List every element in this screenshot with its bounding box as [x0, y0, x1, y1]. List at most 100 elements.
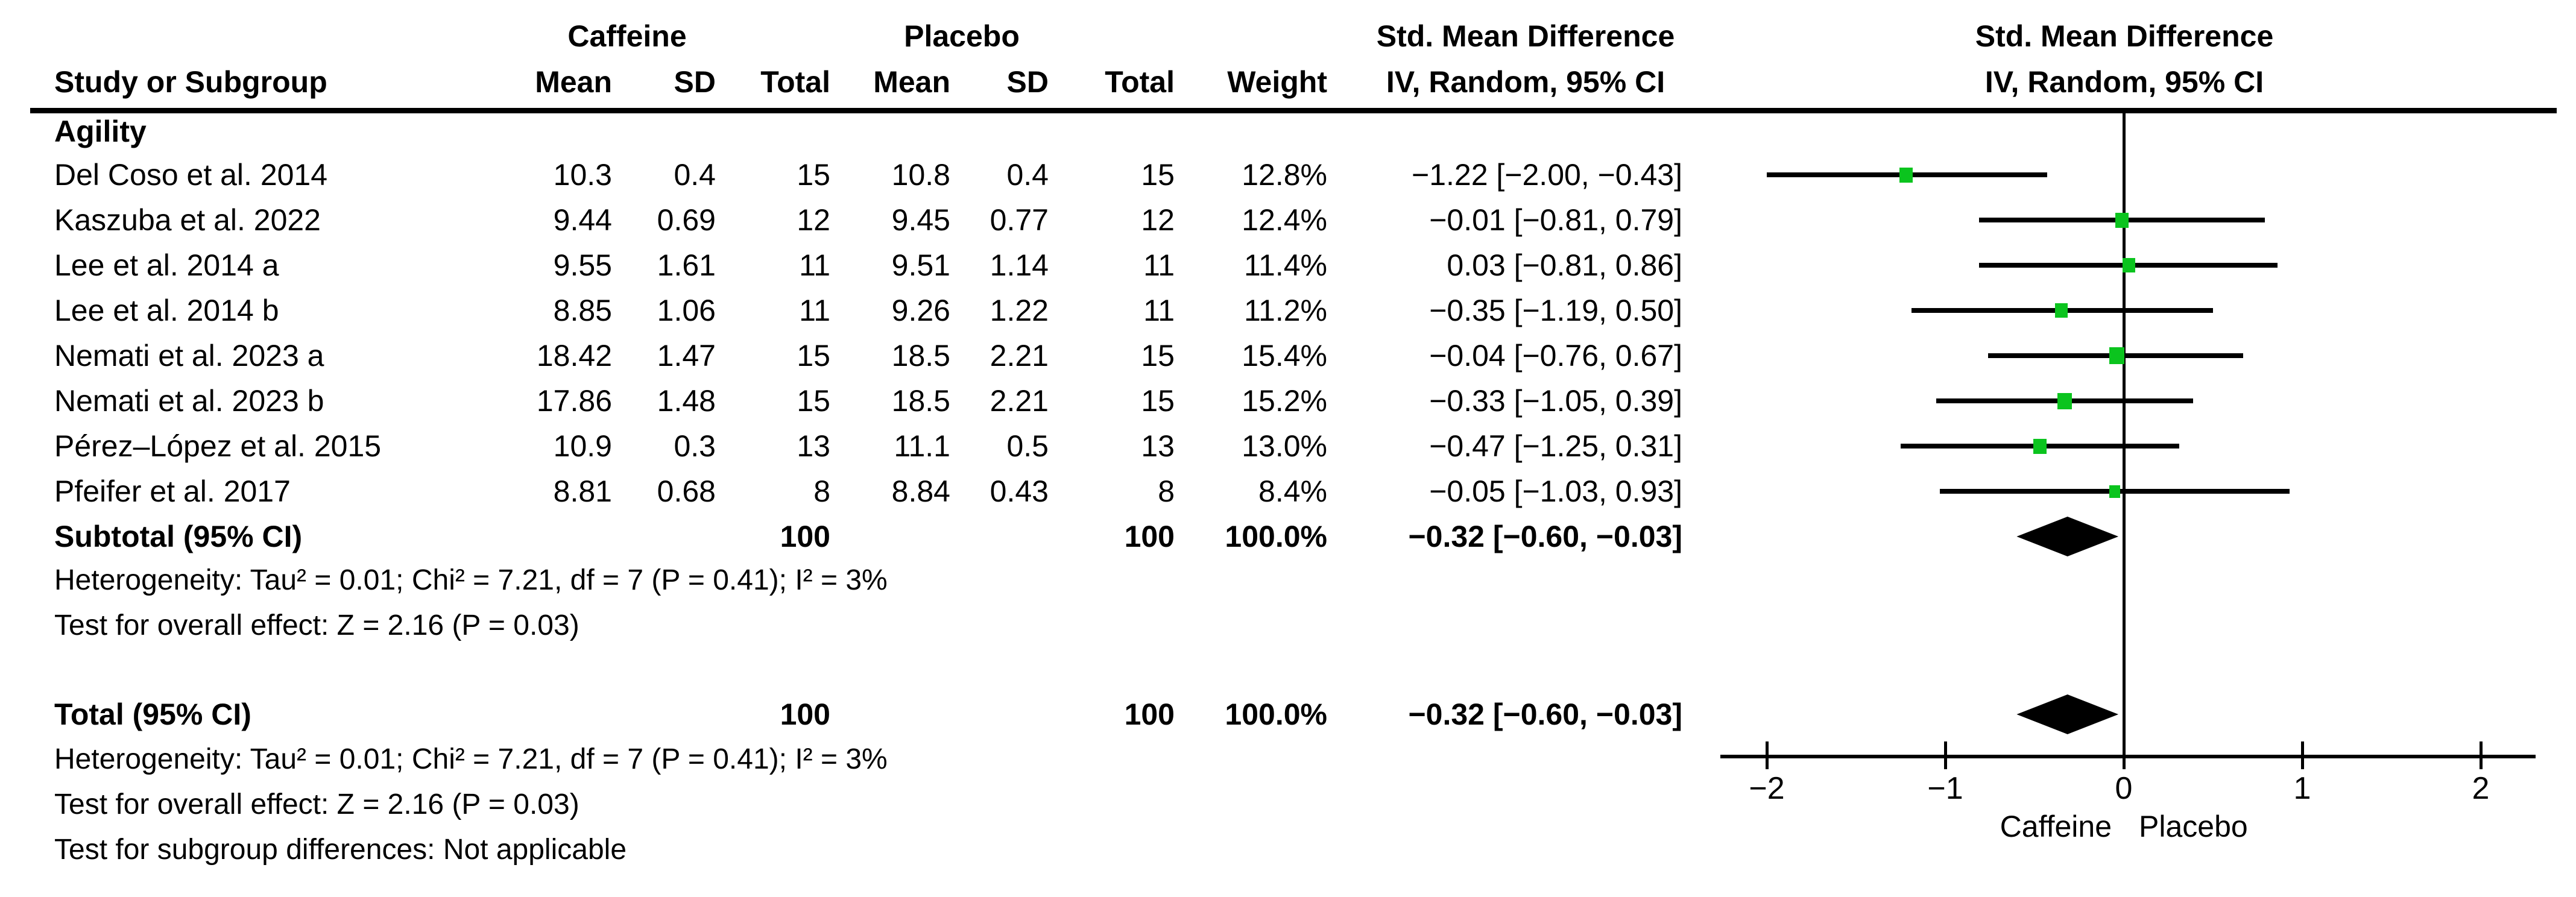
- axis-tick: [2123, 741, 2126, 769]
- method-column-header: IV, Random, 95% CI: [1386, 65, 1665, 99]
- smd-ci-text: −1.22 [−2.00, −0.43]: [1412, 158, 1682, 192]
- caffeine-mean-value: 10.3: [553, 158, 612, 192]
- pooled-diamond: [2016, 517, 2119, 556]
- placebo-total-value: 13: [1141, 429, 1175, 463]
- total-caffeine-total: 100: [780, 697, 830, 731]
- effect-square: [2109, 485, 2121, 498]
- effect-square: [2109, 347, 2124, 364]
- weight-value: 11.4%: [1243, 248, 1327, 282]
- placebo-mean-value: 8.84: [891, 474, 950, 508]
- caffeine-mean-value: 9.44: [553, 203, 612, 237]
- placebo-mean-value: 10.8: [891, 158, 950, 192]
- caffeine-sd-value: 0.4: [674, 158, 716, 192]
- effect-square: [2123, 258, 2136, 272]
- caffeine-total-value: 11: [799, 294, 830, 327]
- placebo-mean-value: 18.5: [891, 339, 950, 373]
- subtotal-ci-text: −0.32 [−0.60, −0.03]: [1408, 520, 1682, 553]
- caffeine-sd-value: 1.61: [657, 248, 716, 282]
- placebo-total-value: 8: [1158, 474, 1175, 508]
- method-plot-header: IV, Random, 95% CI: [1984, 65, 2264, 99]
- effect-square: [2057, 392, 2072, 409]
- axis-favours-left-label: Caffeine: [2000, 810, 2112, 843]
- caffeine-mean-column-header: Mean: [535, 65, 612, 99]
- caffeine-total-value: 8: [813, 474, 830, 508]
- caffeine-sd-value: 0.68: [657, 474, 716, 508]
- axis-tick: [2301, 741, 2304, 769]
- subtotal-placebo-total: 100: [1124, 520, 1175, 553]
- caffeine-total-value: 13: [797, 429, 830, 463]
- caffeine-sd-value: 1.06: [657, 294, 716, 327]
- placebo-mean-value: 18.5: [891, 384, 950, 418]
- effect-square: [2115, 212, 2129, 228]
- study-label: Pfeifer et al. 2017: [54, 474, 291, 508]
- caffeine-total-value: 15: [797, 339, 830, 373]
- caffeine-sd-value: 0.69: [657, 203, 716, 237]
- placebo-sd-value: 2.21: [990, 339, 1049, 373]
- x-axis-line: [1720, 755, 2536, 758]
- caffeine-sd-column-header: SD: [674, 65, 716, 99]
- placebo-total-column-header: Total: [1105, 65, 1175, 99]
- total-label: Total (95% CI): [54, 697, 251, 731]
- study-label: Nemati et al. 2023 b: [54, 384, 324, 418]
- axis-tick: [1944, 741, 1947, 769]
- caffeine-mean-value: 17.86: [536, 384, 612, 418]
- subtotal-label: Subtotal (95% CI): [54, 520, 303, 553]
- pooled-diamond: [2016, 694, 2119, 734]
- caffeine-total-column-header: Total: [760, 65, 830, 99]
- placebo-sd-column-header: SD: [1006, 65, 1049, 99]
- placebo-mean-value: 9.26: [891, 294, 950, 327]
- smd-ci-text: −0.35 [−1.19, 0.50]: [1429, 294, 1682, 327]
- axis-tick-label: 0: [2115, 771, 2133, 806]
- caffeine-total-value: 15: [797, 384, 830, 418]
- weight-value: 15.4%: [1242, 339, 1327, 373]
- smd-ci-text: −0.05 [−1.03, 0.93]: [1429, 474, 1682, 508]
- heterogeneity-subgroup-text: Heterogeneity: Tau² = 0.01; Chi² = 7.21,…: [54, 564, 888, 596]
- effect-square: [2054, 303, 2068, 318]
- placebo-total-value: 15: [1141, 158, 1175, 192]
- subgroup-label: Agility: [54, 115, 147, 148]
- smd-ci-text: 0.03 [−0.81, 0.86]: [1447, 248, 1682, 282]
- placebo-group-header: Placebo: [904, 19, 1020, 53]
- weight-value: 15.2%: [1242, 384, 1327, 418]
- caffeine-mean-value: 8.81: [553, 474, 612, 508]
- study-label: Del Coso et al. 2014: [54, 158, 328, 192]
- weight-column-header: Weight: [1227, 65, 1327, 99]
- study-label: Kaszuba et al. 2022: [54, 203, 321, 237]
- axis-tick-label: 1: [2293, 771, 2311, 806]
- total-ci-text: −0.32 [−0.60, −0.03]: [1408, 697, 1682, 731]
- axis-tick-label: −2: [1749, 771, 1785, 806]
- axis-tick-label: −1: [1927, 771, 1963, 806]
- caffeine-total-value: 11: [799, 248, 830, 282]
- placebo-sd-value: 0.43: [990, 474, 1049, 508]
- subtotal-caffeine-total: 100: [780, 520, 830, 553]
- study-label: Pérez–López et al. 2015: [54, 429, 382, 463]
- heterogeneity-total-text: Heterogeneity: Tau² = 0.01; Chi² = 7.21,…: [54, 743, 888, 775]
- smd-column-header: Std. Mean Difference: [1376, 19, 1675, 53]
- study-column-header: Study or Subgroup: [54, 65, 327, 99]
- placebo-sd-value: 0.5: [1006, 429, 1049, 463]
- caffeine-total-value: 15: [797, 158, 830, 192]
- placebo-sd-value: 2.21: [990, 384, 1049, 418]
- placebo-mean-value: 11.1: [894, 429, 950, 463]
- subgroup-differences-text: Test for subgroup differences: Not appli…: [54, 834, 627, 866]
- weight-value: 12.4%: [1242, 203, 1327, 237]
- axis-favours-right-label: Placebo: [2139, 810, 2248, 843]
- axis-tick: [1766, 741, 1769, 769]
- zero-effect-line: [2123, 111, 2126, 755]
- placebo-total-value: 15: [1141, 384, 1175, 418]
- placebo-sd-value: 1.14: [990, 248, 1049, 282]
- caffeine-sd-value: 1.47: [657, 339, 716, 373]
- weight-value: 13.0%: [1242, 429, 1327, 463]
- placebo-total-value: 12: [1141, 203, 1175, 237]
- effect-square: [1899, 167, 1913, 183]
- placebo-sd-value: 1.22: [990, 294, 1049, 327]
- placebo-total-value: 11: [1143, 294, 1175, 327]
- weight-value: 8.4%: [1258, 474, 1327, 508]
- placebo-sd-value: 0.77: [990, 203, 1049, 237]
- total-placebo-total: 100: [1124, 697, 1175, 731]
- overall-effect-subgroup-text: Test for overall effect: Z = 2.16 (P = 0…: [54, 609, 579, 641]
- placebo-total-value: 15: [1141, 339, 1175, 373]
- header-rule-line: [30, 108, 2557, 113]
- placebo-sd-value: 0.4: [1006, 158, 1049, 192]
